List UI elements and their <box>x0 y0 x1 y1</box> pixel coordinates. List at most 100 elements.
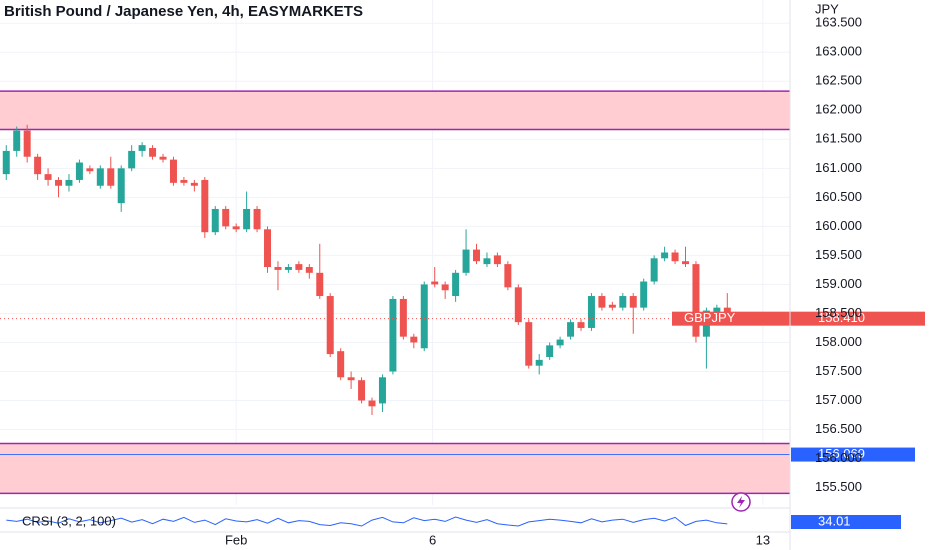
candle-body <box>692 264 700 337</box>
candle-body <box>117 168 125 204</box>
zones <box>0 90 790 495</box>
overlay: 156.069 GBPJPY 158.410 CRSI (3, 2, 100) 34.0… <box>0 310 925 533</box>
candle-body <box>525 322 533 366</box>
candle-body <box>682 261 690 265</box>
candle-body <box>640 281 648 308</box>
candle-body <box>473 249 481 262</box>
last-price-label: 158.410 <box>818 310 865 325</box>
candle-body <box>180 179 188 183</box>
candle-body <box>535 359 543 366</box>
candle-body <box>274 267 282 270</box>
candle-body <box>567 322 575 337</box>
candle-body <box>577 322 585 328</box>
candle-body <box>138 145 146 151</box>
candle-body <box>55 179 63 186</box>
y-tick-label: 160.500 <box>815 189 862 204</box>
y-tick-label: 162.000 <box>815 102 862 117</box>
y-tick-label: 161.500 <box>815 131 862 146</box>
y-tick-label: 158.500 <box>815 305 862 320</box>
y-tick-label: 158.000 <box>815 334 862 349</box>
candle-body <box>504 264 512 288</box>
indicator-name: CRSI (3, 2, 100) <box>22 513 116 528</box>
candle-body <box>169 159 177 183</box>
x-tick-label: 6 <box>429 532 436 547</box>
symbol-label: GBPJPY <box>684 310 736 325</box>
y-tick-label: 162.500 <box>815 73 862 88</box>
candle-body <box>389 298 397 372</box>
indicator-line <box>6 516 728 527</box>
candle-body <box>493 255 501 265</box>
y-tick-label: 159.000 <box>815 276 862 291</box>
candle-body <box>96 168 104 186</box>
grid <box>0 0 790 505</box>
candle-body <box>305 267 313 273</box>
candle-body <box>483 258 491 265</box>
y-tick-label: 161.000 <box>815 160 862 175</box>
candle-body <box>107 168 115 186</box>
candle-body <box>13 130 21 151</box>
candle-body <box>347 377 355 381</box>
candle-body <box>295 264 303 270</box>
candle-body <box>452 272 460 297</box>
candle-body <box>75 162 83 180</box>
candle-body <box>34 156 42 175</box>
candle-body <box>201 179 209 233</box>
candle-body <box>253 208 261 230</box>
candle-body <box>410 336 418 343</box>
indicator-value: 34.01 <box>818 513 851 528</box>
candle-body <box>462 249 470 273</box>
candle-body <box>358 380 366 401</box>
candle-body <box>159 156 167 160</box>
y-tick-label: 156.000 <box>815 450 862 465</box>
y-tick-label: 159.500 <box>815 247 862 262</box>
candle-body <box>598 296 606 308</box>
candle-body <box>65 179 73 186</box>
candle-body <box>587 296 595 328</box>
candle-body <box>337 351 345 378</box>
y-tick-label: 157.000 <box>815 392 862 407</box>
candle-body <box>316 272 324 297</box>
candle-body <box>441 284 449 291</box>
candle-body <box>368 400 376 407</box>
candle-body <box>650 258 658 282</box>
candle-body <box>2 150 10 175</box>
y-tick-label: 163.500 <box>815 15 862 30</box>
candle-body <box>243 208 251 230</box>
candle-body <box>420 284 428 349</box>
symbol-tag <box>672 311 925 326</box>
candle-body <box>399 298 407 337</box>
y-tick-label: 163.000 <box>815 44 862 59</box>
candle-body <box>629 296 637 308</box>
candle-body <box>326 296 334 355</box>
y-tick-label: 156.500 <box>815 421 862 436</box>
candle-body <box>431 281 439 285</box>
currency-label: JPY <box>815 1 839 16</box>
candle-body <box>44 174 52 180</box>
level-tag <box>791 447 915 462</box>
candle-body <box>211 208 219 233</box>
candle-body <box>556 339 564 346</box>
candle-body <box>546 345 554 357</box>
y-tick-label: 157.500 <box>815 363 862 378</box>
chart-title: British Pound / Japanese Yen, 4h, EASYMA… <box>4 3 363 20</box>
candle-body <box>671 252 679 262</box>
indicator-tag <box>791 515 901 529</box>
candle-body <box>619 296 627 308</box>
level-label: 156.069 <box>818 446 865 461</box>
candle-body <box>149 148 157 157</box>
candle-body <box>284 267 292 270</box>
y-tick-label: 160.000 <box>815 218 862 233</box>
candle-body <box>514 287 522 323</box>
alert-bolt <box>737 496 745 508</box>
candle-body <box>23 130 31 157</box>
candle-body <box>190 182 198 186</box>
zone <box>0 443 790 494</box>
candle-body <box>86 168 94 172</box>
candle-body <box>128 150 136 169</box>
zone <box>0 91 790 130</box>
y-tick-label: 155.500 <box>815 479 862 494</box>
candle-body <box>713 307 721 314</box>
candle-body <box>264 229 272 268</box>
candle-body <box>232 226 240 230</box>
